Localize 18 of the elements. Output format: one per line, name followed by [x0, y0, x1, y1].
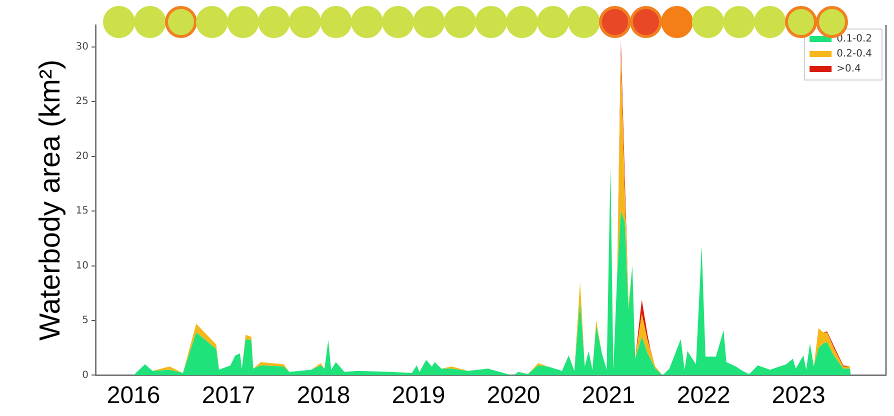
legend-label: >0.4	[836, 64, 861, 75]
x-tick-label: 2017	[202, 382, 256, 410]
legend-label: 0.2-0.4	[836, 48, 872, 60]
x-tick-label: 2022	[676, 382, 730, 410]
x-tick-label: 2019	[392, 382, 446, 410]
y-tick-label: 25	[76, 96, 89, 108]
y-tick-label: 20	[76, 150, 89, 162]
y-tick-label: 10	[76, 260, 89, 272]
x-tick-label: 2023	[772, 382, 826, 410]
x-tick-label: 2021	[582, 382, 636, 410]
y-tick-label: 15	[76, 206, 89, 217]
x-tick-label: 2016	[106, 382, 160, 410]
y-axis-title: Waterbody area (km²)	[34, 60, 66, 341]
y-tick-label: 5	[82, 315, 89, 326]
y-tick-label: 30	[76, 41, 89, 52]
x-tick-label: 2020	[486, 382, 540, 410]
x-tick-label: 2018	[296, 382, 350, 410]
y-tick-label: 0	[82, 370, 89, 381]
